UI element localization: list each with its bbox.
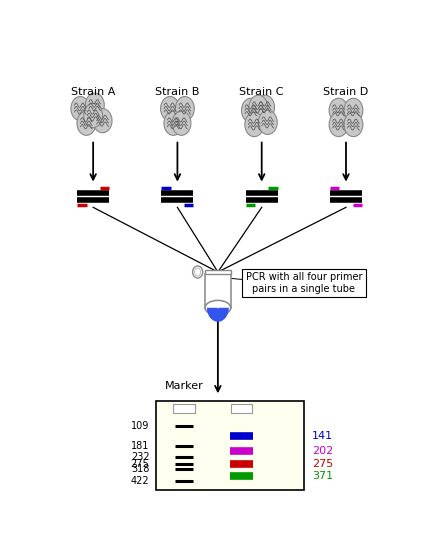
Circle shape	[83, 104, 102, 128]
Text: Strain B: Strain B	[155, 87, 199, 96]
Ellipse shape	[194, 268, 200, 276]
Bar	[173, 404, 195, 413]
Text: 318: 318	[131, 464, 149, 474]
Text: 141: 141	[312, 431, 332, 441]
Circle shape	[71, 96, 89, 120]
Text: Marker: Marker	[164, 381, 203, 391]
Circle shape	[175, 96, 194, 120]
Text: 275: 275	[130, 459, 149, 469]
Circle shape	[93, 109, 112, 133]
Text: Strain D: Strain D	[322, 87, 368, 96]
Text: 181: 181	[131, 441, 149, 451]
Circle shape	[258, 110, 276, 134]
Bar	[230, 404, 252, 413]
Circle shape	[255, 95, 274, 119]
Text: 202: 202	[312, 446, 333, 456]
Text: 232: 232	[131, 451, 149, 461]
Text: 422: 422	[131, 476, 149, 486]
Ellipse shape	[204, 300, 230, 315]
Bar	[155, 402, 303, 490]
Circle shape	[244, 113, 263, 137]
Circle shape	[329, 98, 347, 123]
Circle shape	[164, 111, 182, 136]
Circle shape	[160, 96, 179, 120]
Circle shape	[85, 93, 104, 117]
Ellipse shape	[192, 266, 202, 278]
Wedge shape	[207, 308, 228, 322]
Text: 371: 371	[312, 471, 332, 481]
Circle shape	[241, 98, 260, 123]
Polygon shape	[204, 270, 230, 274]
Circle shape	[343, 98, 362, 123]
Text: Strain A: Strain A	[71, 87, 115, 96]
Text: 275: 275	[312, 459, 333, 469]
Text: Strain C: Strain C	[239, 87, 283, 96]
Text: 109: 109	[131, 421, 149, 431]
Bar	[204, 274, 230, 308]
Circle shape	[77, 111, 95, 136]
Circle shape	[171, 111, 191, 136]
Text: PCR with all four primer
pairs in a single tube: PCR with all four primer pairs in a sing…	[245, 272, 361, 293]
Circle shape	[329, 113, 347, 137]
Circle shape	[248, 95, 267, 119]
Circle shape	[343, 113, 362, 137]
